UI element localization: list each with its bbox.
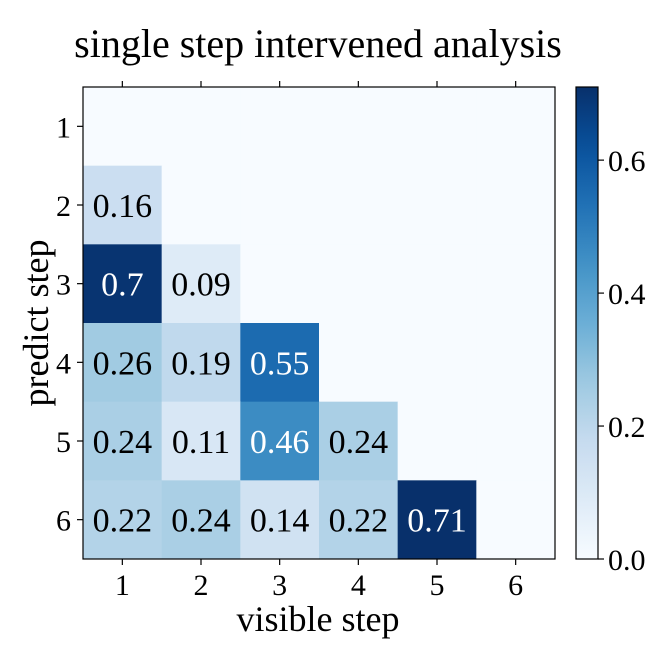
y-tick-label: 2 — [56, 190, 71, 223]
heatmap-cell — [319, 401, 399, 481]
heatmap-cell — [161, 480, 241, 560]
heatmap-cell-label: 0.24 — [171, 503, 231, 540]
x-tick-label: 5 — [430, 569, 445, 602]
y-tick-label: 6 — [56, 505, 71, 538]
heatmap-cell-label: 0.24 — [329, 424, 389, 461]
heatmap-cells — [83, 87, 556, 560]
colorbar-tick-label: 0.6 — [608, 145, 646, 178]
heatmap-cell — [319, 480, 399, 560]
heatmap-cell-label: 0.16 — [93, 188, 153, 225]
y-tick-label: 4 — [56, 347, 71, 380]
heatmap-cell — [476, 401, 556, 481]
heatmap-cell — [397, 244, 477, 324]
colorbar-ticks: 0.0 0.2 0.4 0.6 — [598, 145, 646, 577]
heatmap-cell — [397, 87, 477, 167]
heatmap-cell-label: 0.22 — [93, 503, 153, 540]
heatmap-cell-label: 0.11 — [172, 424, 230, 461]
x-tick-label: 6 — [508, 569, 523, 602]
heatmap-cell — [161, 165, 241, 245]
heatmap-cell — [319, 244, 399, 324]
y-axis-ticks: 1 2 3 4 5 6 — [56, 111, 83, 538]
heatmap-cell — [161, 244, 241, 324]
heatmap-cell — [397, 323, 477, 403]
x-tick-label: 4 — [351, 569, 366, 602]
heatmap-cell — [476, 244, 556, 324]
heatmap-cell — [319, 323, 399, 403]
heatmap-cell — [240, 244, 320, 324]
plot-frame — [82, 86, 556, 560]
colorbar-tick-label: 0.4 — [608, 278, 646, 311]
heatmap-cell-label: 0.7 — [101, 267, 144, 304]
heatmap-cell — [161, 323, 241, 403]
heatmap-cell — [83, 480, 163, 560]
heatmap-cell — [83, 401, 163, 481]
heatmap-cell — [83, 165, 163, 245]
heatmap-cell — [161, 87, 241, 167]
heatmap-cell-label: 0.24 — [93, 424, 153, 461]
heatmap-cell — [161, 401, 241, 481]
heatmap-cell — [476, 323, 556, 403]
heatmap-cell — [476, 480, 556, 560]
x-axis-label: visible step — [237, 599, 400, 639]
heatmap-cell-label: 0.55 — [250, 345, 310, 382]
heatmap-cell — [240, 87, 320, 167]
x-tick-label: 2 — [194, 569, 209, 602]
heatmap-cell-label: 0.22 — [329, 503, 389, 540]
heatmap-cell — [319, 87, 399, 167]
heatmap-cell-label: 0.14 — [250, 503, 310, 540]
chart-title: single step intervened analysis — [74, 21, 562, 66]
colorbar-tick-label: 0.2 — [608, 411, 646, 444]
x-axis-ticks: 1 2 3 4 5 6 — [115, 81, 523, 602]
heatmap-cell — [83, 87, 163, 167]
x-tick-label: 3 — [272, 569, 287, 602]
heatmap-cell-label: 0.71 — [407, 503, 467, 540]
y-tick-label: 5 — [56, 426, 71, 459]
y-tick-label: 1 — [56, 111, 71, 144]
heatmap-cell-label: 0.19 — [171, 345, 231, 382]
heatmap-cell-label: 0.46 — [250, 424, 310, 461]
x-tick-label: 1 — [115, 569, 130, 602]
heatmap-cell-labels: 0.16 0.7 0.09 0.26 0.19 0.55 0.24 0.11 0.46 0.24 0… — [93, 188, 467, 540]
heatmap-cell-label: 0.09 — [171, 267, 231, 304]
heatmap-cell — [240, 401, 320, 481]
heatmap-cell — [476, 165, 556, 245]
heatmap-cell — [397, 165, 477, 245]
heatmap-cell-label: 0.26 — [93, 345, 153, 382]
y-tick-label: 3 — [56, 269, 71, 302]
heatmap-cell — [397, 401, 477, 481]
heatmap-cell — [397, 480, 477, 560]
heatmap-cell — [83, 323, 163, 403]
y-axis-label: predict step — [16, 240, 56, 407]
heatmap-cell — [240, 165, 320, 245]
heatmap-cell — [476, 87, 556, 167]
heatmap-cell — [240, 480, 320, 560]
heatmap-cell — [240, 323, 320, 403]
colorbar: 0.0 0.2 0.4 0.6 — [575, 86, 646, 577]
heatmap-cell — [83, 244, 163, 324]
colorbar-gradient — [575, 86, 599, 560]
heatmap-cell — [319, 165, 399, 245]
colorbar-tick-label: 0.0 — [608, 544, 646, 577]
